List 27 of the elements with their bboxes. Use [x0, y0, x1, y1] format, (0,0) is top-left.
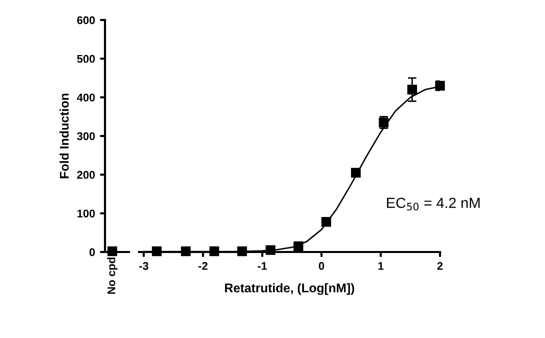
point [209, 246, 220, 256]
x-tick-label: -3 [139, 262, 148, 270]
point [237, 246, 247, 256]
x-tick-label: No cpd [107, 258, 118, 294]
x-axis-title: Retatrutide, (Log[nM]) [225, 283, 354, 295]
point [435, 80, 445, 91]
y-tick-label: 200 [77, 170, 95, 179]
y-tick-label: 500 [77, 54, 95, 63]
point [351, 168, 361, 178]
y-tick-label: 600 [77, 16, 95, 24]
annotation: EC$_{50}$ = 4.2 nM [387, 198, 480, 210]
y-tick-label: 0 [90, 248, 95, 256]
point [294, 241, 304, 252]
x-tick-label: 2 [437, 262, 443, 270]
y-tick-label: 400 [76, 94, 95, 102]
x-tick-label: -1 [258, 262, 267, 270]
y-axis-title: Fold Induction [60, 94, 69, 178]
point [407, 84, 418, 94]
point [152, 246, 162, 256]
y-tick-label: 300 [76, 132, 95, 140]
x-tick-label: -2 [198, 262, 208, 270]
x-tick-label: 0 [318, 262, 324, 270]
point [180, 246, 191, 256]
point [266, 245, 276, 255]
y-tick-label: 100 [77, 210, 95, 218]
x-tick-label: 1 [378, 262, 384, 270]
point [321, 216, 332, 227]
